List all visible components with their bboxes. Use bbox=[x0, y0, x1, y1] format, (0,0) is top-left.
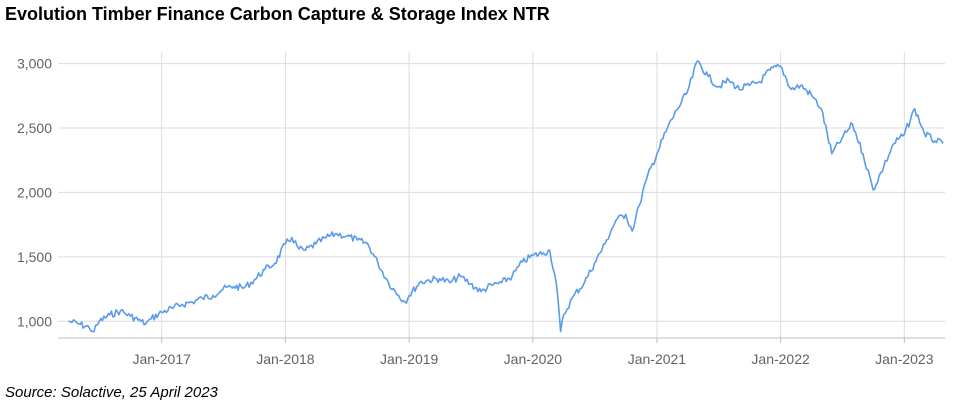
y-tick-label: 1,000 bbox=[17, 313, 52, 329]
x-tick-label: Jan-2018 bbox=[256, 351, 315, 367]
x-tick-label: Jan-2023 bbox=[875, 351, 934, 367]
x-tick-label: Jan-2019 bbox=[380, 351, 439, 367]
gridlines bbox=[58, 52, 945, 338]
series-group bbox=[68, 60, 944, 333]
y-tick-label: 2,500 bbox=[17, 120, 52, 136]
y-tick-label: 2,000 bbox=[17, 184, 52, 200]
x-tick-label: Jan-2022 bbox=[751, 351, 810, 367]
x-tick-label: Jan-2021 bbox=[628, 351, 687, 367]
source-note: Source: Solactive, 25 April 2023 bbox=[5, 384, 218, 401]
chart-title: Evolution Timber Finance Carbon Capture … bbox=[5, 4, 550, 24]
series-line bbox=[68, 60, 944, 333]
axes bbox=[58, 337, 945, 343]
y-tick-labels: 1,000 1,500 2,000 2,500 3,000 bbox=[17, 56, 52, 330]
y-tick-label: 3,000 bbox=[17, 56, 52, 72]
x-tick-labels: Jan-2017 Jan-2018 Jan-2019 Jan-2020 Jan-2021… bbox=[133, 351, 934, 367]
x-tick-label: Jan-2020 bbox=[504, 351, 563, 367]
y-tick-label: 1,500 bbox=[17, 249, 52, 265]
x-tick-label: Jan-2017 bbox=[133, 351, 192, 367]
